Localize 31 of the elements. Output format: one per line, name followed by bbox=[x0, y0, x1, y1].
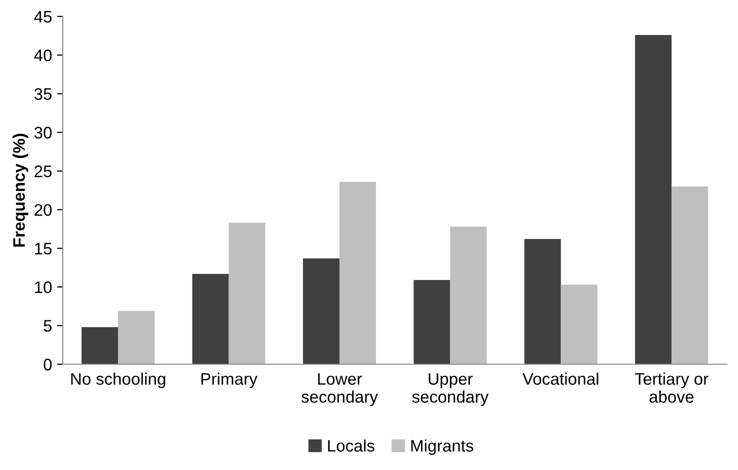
x-tick-label: Primary bbox=[201, 372, 258, 388]
y-tick-label: 15 bbox=[35, 242, 52, 255]
bar bbox=[118, 310, 155, 364]
bar bbox=[524, 239, 561, 364]
bar bbox=[302, 258, 340, 364]
x-tick-label: Upper secondary bbox=[412, 373, 489, 406]
bar bbox=[339, 182, 376, 364]
bar bbox=[560, 284, 598, 364]
x-tick-label: No schooling bbox=[71, 372, 166, 388]
x-tick-label: Tertiary or above bbox=[634, 372, 708, 403]
y-tick-label: 35 bbox=[34, 88, 52, 100]
bar bbox=[228, 222, 266, 364]
y-tick-label: 40 bbox=[34, 49, 52, 62]
y-tick-label: 20 bbox=[34, 204, 52, 216]
y-tick-label: 0 bbox=[44, 358, 52, 370]
bar bbox=[635, 35, 672, 364]
legend-label: Migrants bbox=[411, 439, 474, 455]
bar bbox=[414, 280, 450, 364]
bar bbox=[82, 327, 118, 364]
x-tick-label: Vocational bbox=[522, 372, 598, 385]
legend-label: Locals bbox=[328, 439, 374, 452]
bar bbox=[192, 274, 229, 364]
y-tick-label: 10 bbox=[35, 281, 52, 294]
bar bbox=[672, 186, 708, 364]
x-tick-label: Lower secondary bbox=[302, 373, 378, 406]
y-tick-label: 30 bbox=[34, 126, 52, 139]
y-tick-label: 45 bbox=[34, 11, 52, 23]
y-axis-title: Frequency (%) bbox=[12, 134, 28, 247]
y-tick-label: 25 bbox=[34, 165, 52, 178]
bar bbox=[450, 226, 487, 364]
y-tick-label: 5 bbox=[44, 320, 52, 332]
